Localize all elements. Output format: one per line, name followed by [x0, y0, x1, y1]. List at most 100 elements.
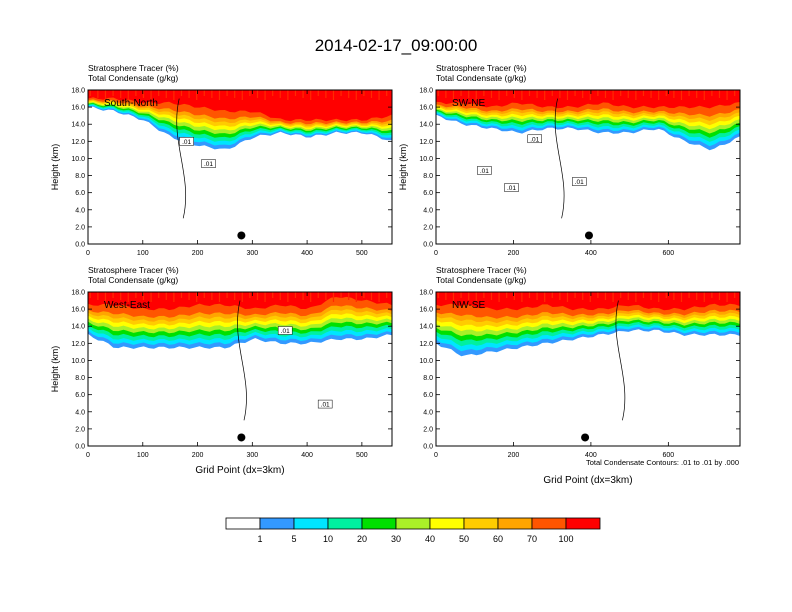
colorbar: 1 5 10 20 30 40 50 60 70 100: [225, 517, 601, 544]
x-tick-label: 400: [301, 452, 313, 459]
y-tick-label: 18.0: [71, 88, 85, 95]
colorbar-label: 20: [357, 534, 367, 544]
colorbar-swatch: [531, 517, 567, 530]
colorbar-swatch: [361, 517, 397, 530]
y-tick-label: 8.0: [75, 375, 85, 382]
panel-frame: [87, 89, 393, 245]
y-tick-label: 6.0: [423, 190, 433, 197]
panel-header-condensate: Total Condensate (g/kg): [436, 275, 526, 285]
x-tick-label: 200: [508, 250, 520, 257]
y-tick-label: 8.0: [423, 173, 433, 180]
contour-label-box: [504, 183, 519, 192]
x-tick-label: 600: [663, 250, 675, 257]
location-marker: [581, 433, 590, 442]
panel-header-tracer: Stratosphere Tracer (%): [88, 63, 179, 73]
y-tick-label: 10.0: [419, 156, 433, 163]
y-tick-label: 12.0: [419, 139, 433, 146]
colorbar-swatch: [565, 517, 601, 530]
tracer-band-10: [436, 90, 740, 109]
x-tick-label: 200: [192, 452, 204, 459]
contour-label-box: [277, 326, 293, 335]
y-tick-label: 8.0: [75, 173, 85, 180]
colorbar-label: 1: [257, 534, 262, 544]
colorbar-label: 50: [459, 534, 469, 544]
condensate-contour: [176, 98, 187, 219]
y-axis-label: Height (km): [50, 346, 60, 393]
panel-frame: [87, 291, 393, 447]
y-tick-label: 18.0: [71, 290, 85, 297]
colorbar-swatch: [225, 517, 261, 530]
figure-title: 2014-02-17_09:00:00: [315, 36, 478, 55]
y-tick-label: 6.0: [423, 392, 433, 399]
y-tick-label: 18.0: [419, 290, 433, 297]
panel-frame: [435, 89, 741, 245]
panel-label: SW-NE: [452, 98, 485, 109]
y-tick-label: 12.0: [419, 341, 433, 348]
panel-nw-se: Stratosphere Tracer (%)Total Condensate …: [419, 265, 741, 486]
y-tick-label: 18.0: [419, 88, 433, 95]
y-tick-label: 2.0: [423, 224, 433, 231]
y-tick-label: 4.0: [423, 207, 433, 214]
x-tick-label: 600: [663, 452, 675, 459]
panel-west-east: Stratosphere Tracer (%)Total Condensate …: [50, 265, 393, 476]
panel-header-tracer: Stratosphere Tracer (%): [88, 265, 179, 275]
colorbar-label: 10: [323, 534, 333, 544]
y-tick-label: 0.0: [75, 444, 85, 451]
condensate-contour: [237, 300, 247, 421]
panel-label: West-East: [104, 300, 150, 311]
y-tick-label: 0.0: [423, 444, 433, 451]
x-tick-label: 0: [434, 250, 438, 257]
x-tick-label: 500: [356, 250, 368, 257]
x-tick-label: 0: [86, 250, 90, 257]
tracer-field: [436, 292, 740, 446]
panel-label: NW-SE: [452, 300, 485, 311]
y-tick-label: 12.0: [71, 139, 85, 146]
panel-frame: [435, 291, 741, 447]
contour-label: .01: [575, 179, 584, 186]
contour-label: .01: [321, 402, 330, 409]
colorbar-label: 40: [425, 534, 435, 544]
colorbar-label: 60: [493, 534, 503, 544]
contour-label: .01: [204, 161, 213, 168]
panel-header-tracer: Stratosphere Tracer (%): [436, 63, 527, 73]
tracer-field: .01 .01 .01 .01: [436, 90, 740, 244]
x-tick-label: 400: [585, 250, 597, 257]
colorbar-label: 5: [291, 534, 296, 544]
panel-header-condensate: Total Condensate (g/kg): [88, 275, 178, 285]
contour-note: Total Condensate Contours: .01 to .01 by…: [586, 458, 739, 467]
x-tick-label: 0: [434, 452, 438, 459]
panel-header-tracer: Stratosphere Tracer (%): [436, 265, 527, 275]
contour-label: .01: [281, 328, 290, 335]
y-tick-label: 4.0: [423, 409, 433, 416]
colorbar-swatch: [293, 517, 329, 530]
y-tick-label: 8.0: [423, 375, 433, 382]
y-tick-label: 2.0: [75, 426, 85, 433]
colorbar-label: 30: [391, 534, 401, 544]
contour-label-box: [179, 137, 194, 146]
colorbar-swatch: [327, 517, 363, 530]
y-tick-label: 2.0: [75, 224, 85, 231]
panel-label: South-North: [104, 98, 158, 109]
x-tick-label: 200: [192, 250, 204, 257]
contour-label-box: [317, 399, 333, 409]
y-tick-label: 2.0: [423, 426, 433, 433]
y-tick-label: 10.0: [71, 358, 85, 365]
y-tick-label: 16.0: [71, 307, 85, 314]
colorbar-swatch: [429, 517, 465, 530]
y-tick-label: 14.0: [419, 122, 433, 129]
contour-label: .01: [182, 139, 191, 146]
x-tick-label: 400: [301, 250, 313, 257]
y-tick-label: 12.0: [71, 341, 85, 348]
y-axis-label: Height (km): [398, 144, 408, 191]
x-tick-label: 300: [246, 452, 258, 459]
colorbar-label: 100: [558, 534, 573, 544]
y-tick-label: 10.0: [419, 358, 433, 365]
panel-south-north: Stratosphere Tracer (%)Total Condensate …: [50, 63, 393, 257]
colorbar-label: 70: [527, 534, 537, 544]
y-tick-label: 14.0: [419, 324, 433, 331]
y-tick-label: 16.0: [419, 307, 433, 314]
y-tick-label: 6.0: [75, 392, 85, 399]
colorbar-swatch: [259, 517, 295, 530]
tracer-band-10: [88, 90, 392, 122]
location-marker: [237, 433, 246, 442]
